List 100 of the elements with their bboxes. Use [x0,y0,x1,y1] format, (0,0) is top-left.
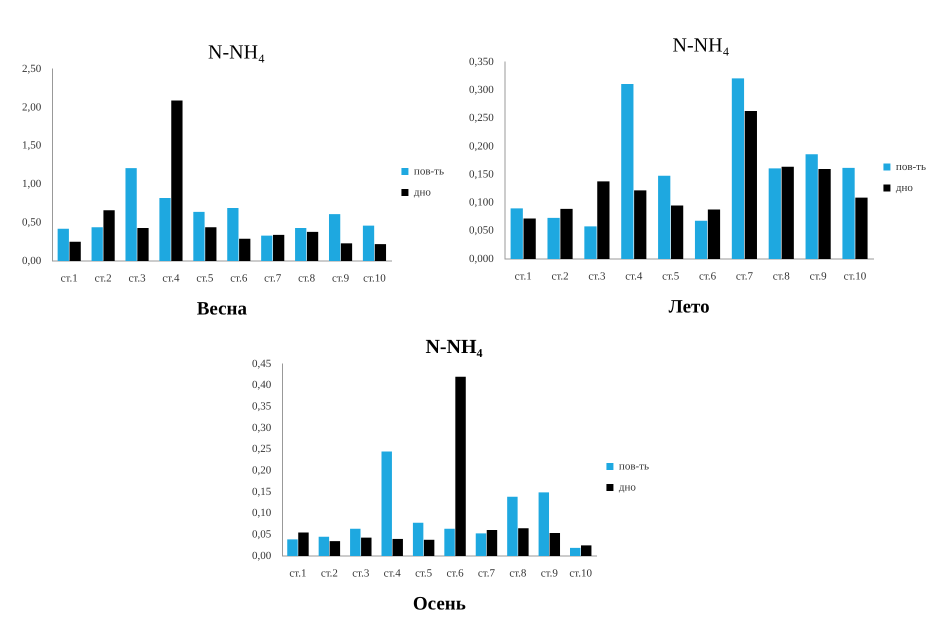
bar [193,212,205,261]
x-axis-title: Осень [412,594,466,615]
x-tick-label: ст.3 [588,270,606,282]
bar [476,533,486,556]
bar [581,545,592,556]
bar [782,166,794,259]
bar [239,238,250,261]
bar [362,226,374,261]
y-tick-label: 0,40 [252,379,272,392]
y-tick-label: 0,350 [469,56,494,68]
x-tick-label: ст.6 [230,272,248,284]
y-tick-label: 1,00 [22,178,42,190]
y-tick-label: 0,50 [22,216,42,228]
y-tick-label: 0,100 [469,196,494,209]
bar [597,181,610,259]
bar [361,538,372,556]
bar [744,110,757,259]
x-tick-label: ст.3 [352,567,370,580]
bar [547,218,560,259]
bar [584,226,597,259]
bar [392,538,403,556]
bar [92,227,103,261]
x-tick-label: ст.2 [94,272,112,284]
bar [295,228,306,261]
x-tick-label: ст.2 [551,270,569,282]
bar [524,218,536,259]
y-tick-label: 0,30 [252,422,272,434]
bar [70,242,81,261]
y-tick-label: 0,00 [252,550,272,562]
x-tick-label: ст.7 [264,272,282,284]
y-tick-label: 0,25 [252,443,272,456]
y-tick-label: 0,150 [469,168,494,180]
x-axis-title: Лето [668,296,710,318]
x-tick-label: ст.10 [363,272,386,284]
y-tick-label: 0,050 [469,224,494,237]
bar [510,208,523,259]
bar [306,232,318,261]
x-tick-label: ст.3 [128,272,146,284]
bar [318,536,330,556]
y-tick-label: 1,50 [22,140,42,152]
x-tick-label: ст.9 [332,272,350,284]
chart-title: N-NH₄ [672,34,730,56]
bar [732,78,744,259]
bar [507,496,518,556]
x-axis-title: Весна [196,298,248,320]
x-tick-label: ст.7 [736,270,754,282]
bar [287,539,298,556]
bar [768,168,781,259]
bar [103,210,115,261]
x-tick-label: ст.2 [320,567,338,580]
bar [137,228,149,261]
legend-label: пов-ть [414,165,444,178]
y-tick-label: 0,15 [252,486,272,498]
bar [518,528,529,556]
x-tick-label: ст.4 [162,272,180,284]
y-tick-label: 0,250 [469,112,494,124]
y-tick-label: 0,20 [252,464,272,477]
bar [570,548,580,556]
legend-label: дно [414,186,432,198]
y-tick-label: 0,05 [252,528,272,541]
bar [486,530,498,556]
bar [227,208,239,261]
bar [658,176,670,259]
bar [842,168,855,259]
bar [125,168,137,261]
bar [261,236,272,261]
bar [560,208,573,259]
bar [694,220,708,259]
y-tick-label: 0,000 [469,252,494,265]
x-tick-label: ст.5 [662,270,680,282]
bar [708,209,720,259]
y-tick-label: 2,00 [22,101,42,114]
x-tick-label: ст.10 [569,567,593,580]
x-tick-label: ст.6 [698,270,717,282]
bar [634,190,646,259]
bar [171,100,183,261]
bar [455,376,466,556]
x-tick-label: ст.6 [446,567,464,580]
x-tick-label: ст.1 [289,567,307,580]
x-tick-label: ст.4 [625,270,643,282]
x-tick-label: ст.7 [478,567,496,580]
bar [621,84,634,259]
bar [350,528,361,556]
bar [538,492,550,556]
bar [340,243,352,261]
bar [670,206,684,259]
x-tick-label: ст.5 [415,567,433,580]
legend-label: дно [896,182,914,194]
bar [550,532,560,556]
bar [412,522,424,556]
y-tick-label: 0,35 [252,400,272,413]
x-tick-label: ст.4 [384,567,402,580]
legend-label: пов-ть [618,460,650,472]
x-tick-label: ст.10 [844,270,867,282]
y-tick-label: 2,50 [22,62,42,75]
bar [273,234,284,261]
x-tick-label: ст.8 [298,272,316,284]
bar [444,528,455,556]
bar [381,451,392,556]
bar [855,198,868,259]
